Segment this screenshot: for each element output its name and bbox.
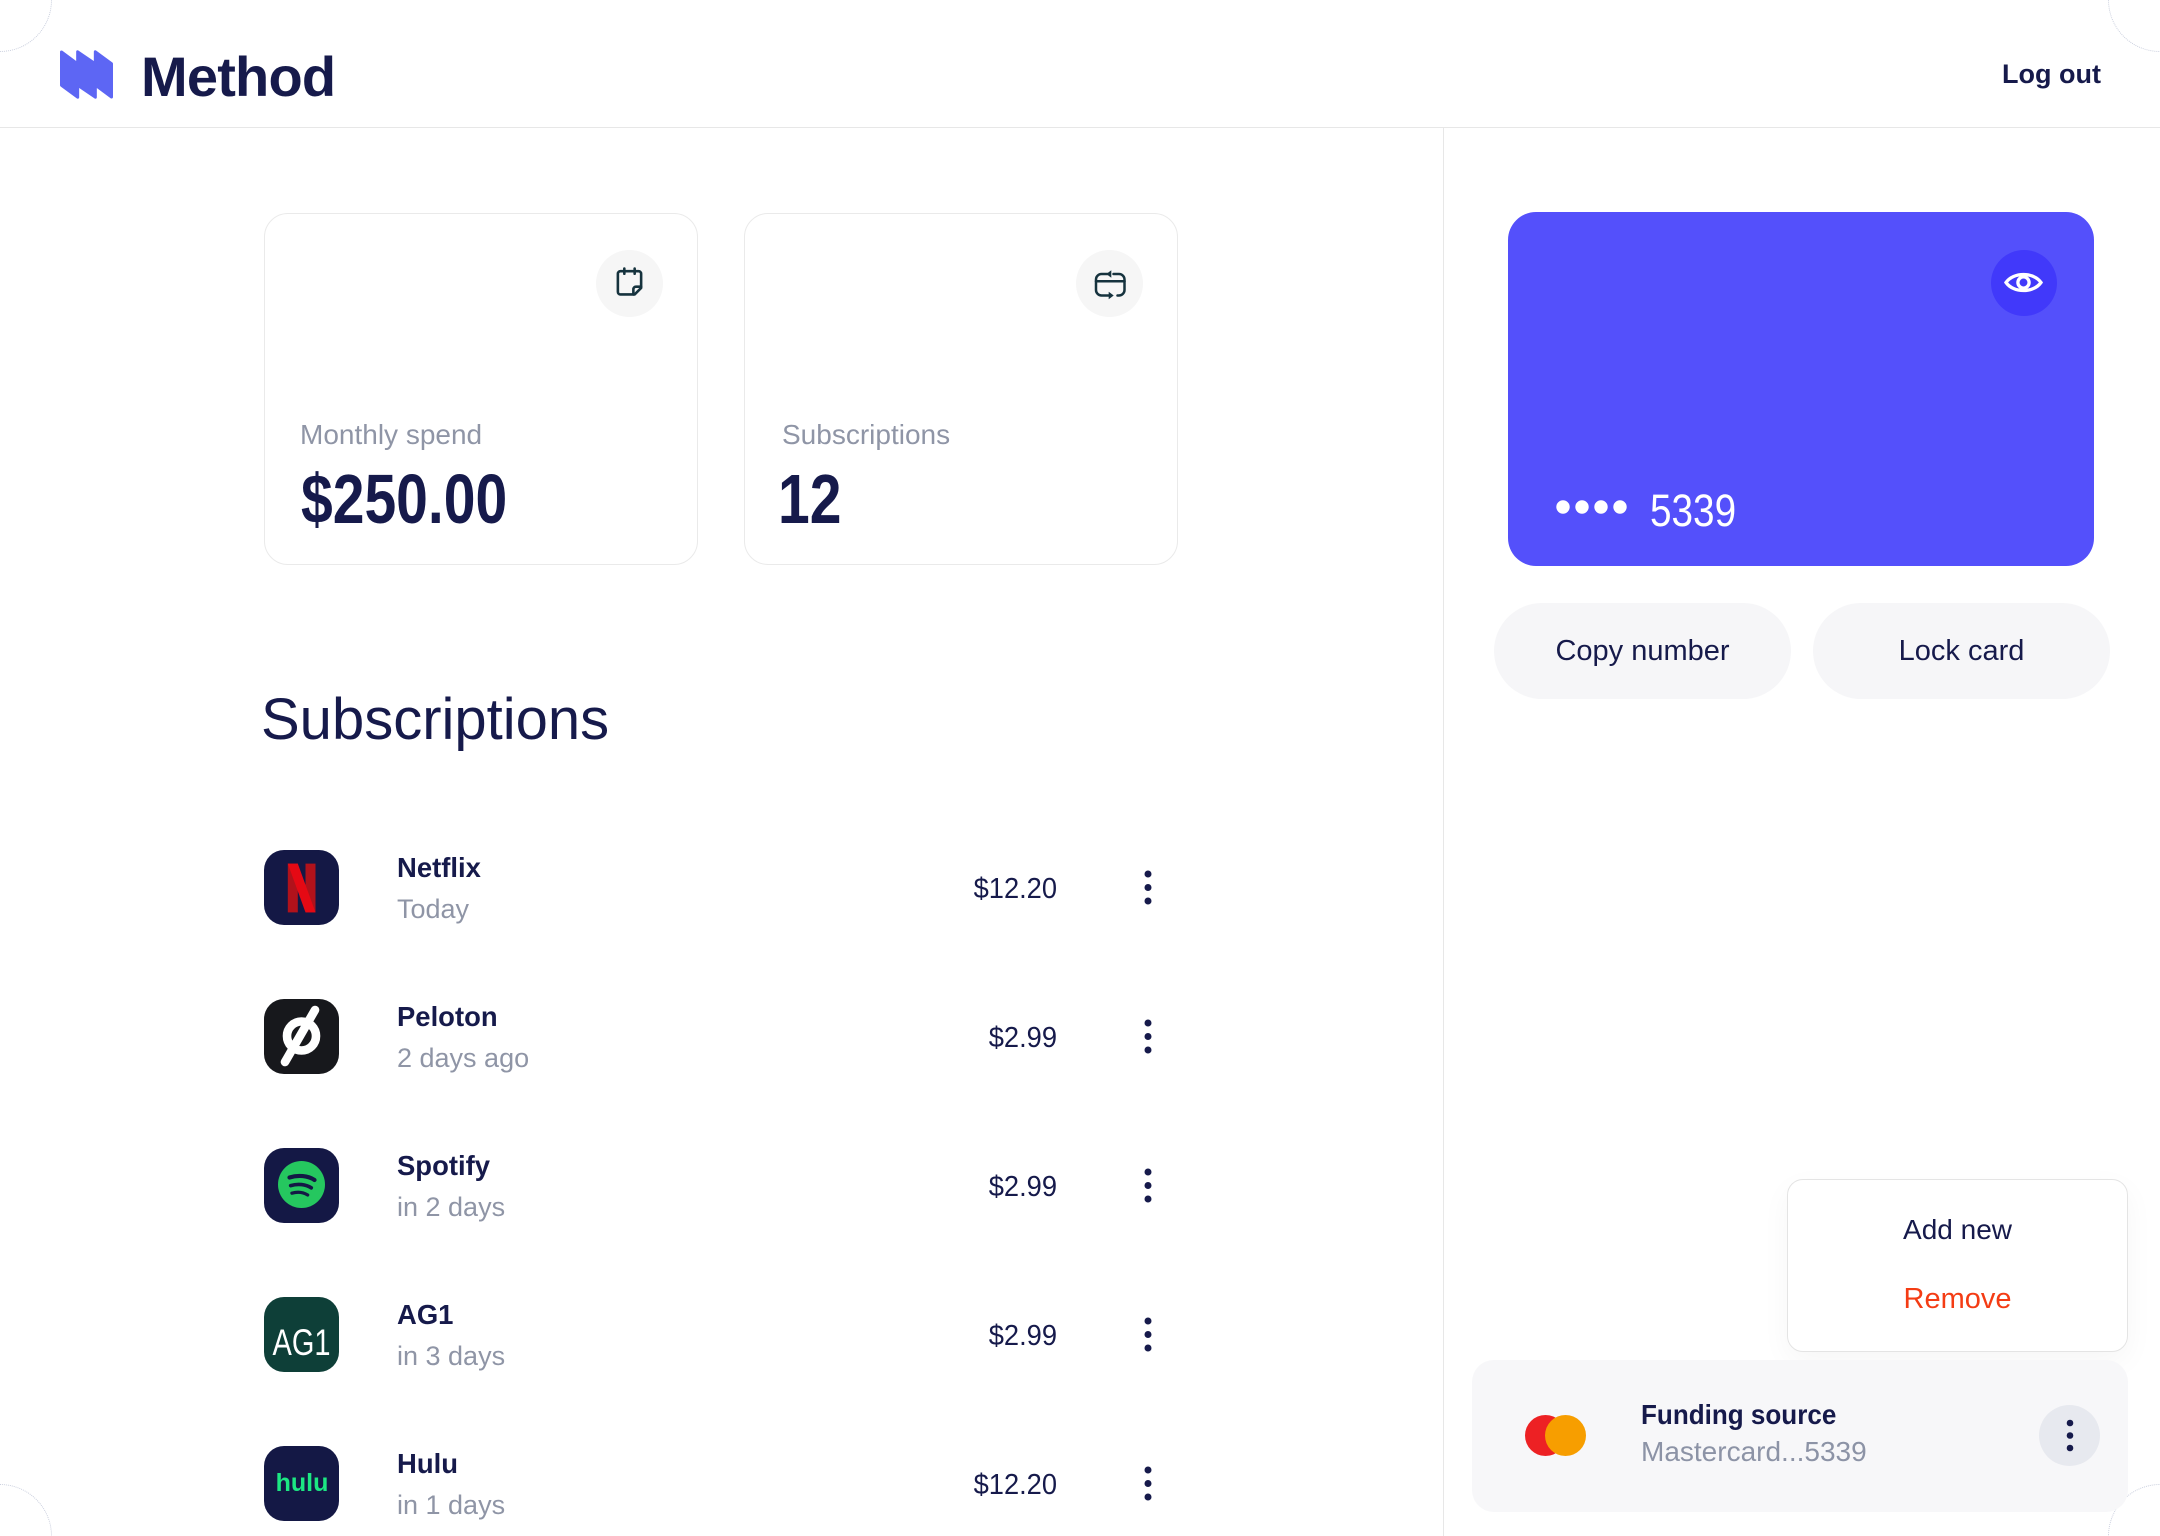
svg-text:AG1: AG1 [273, 1322, 331, 1363]
svg-text:hulu: hulu [276, 1469, 329, 1497]
